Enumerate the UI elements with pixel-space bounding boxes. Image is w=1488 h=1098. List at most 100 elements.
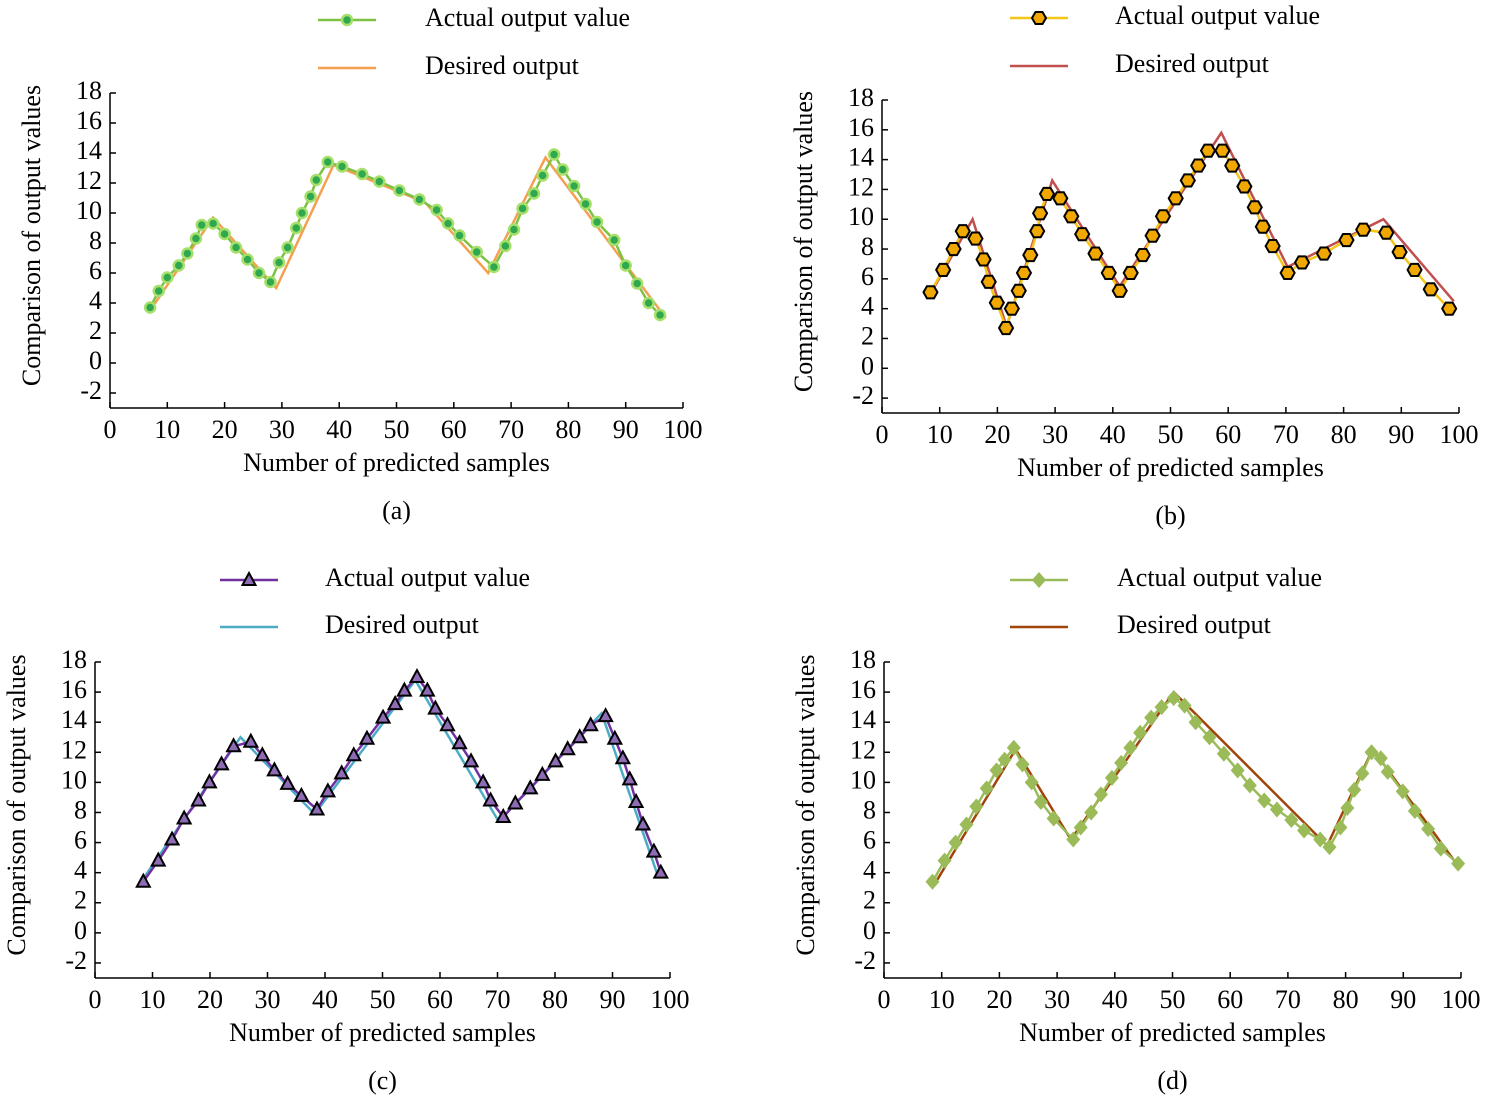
marker xyxy=(1246,200,1263,215)
marker xyxy=(997,751,1012,768)
y-tick-label: 2 xyxy=(863,886,876,915)
marker xyxy=(1257,792,1272,809)
marker xyxy=(195,218,208,232)
marker xyxy=(293,786,310,802)
x-axis-title: Number of predicted samples xyxy=(243,448,550,477)
marker xyxy=(989,762,1004,779)
marker xyxy=(1144,709,1159,726)
legend-label: Desired output xyxy=(1115,49,1270,78)
x-tick-label: 10 xyxy=(929,985,955,1014)
marker xyxy=(945,241,962,257)
marker xyxy=(1355,765,1370,782)
marker xyxy=(954,224,971,239)
marker xyxy=(1167,191,1184,206)
marker xyxy=(289,221,303,235)
marker xyxy=(430,203,443,217)
y-tick-label: 8 xyxy=(863,795,876,824)
marker xyxy=(925,873,940,890)
marker xyxy=(1236,179,1253,194)
marker xyxy=(453,229,466,242)
marker xyxy=(1133,724,1148,741)
marker xyxy=(935,262,952,277)
marker xyxy=(1391,244,1408,260)
marker xyxy=(516,202,529,215)
x-tick-label: 40 xyxy=(312,985,338,1014)
legend-label: Desired output xyxy=(325,610,480,639)
x-tick-label: 50 xyxy=(1158,420,1184,449)
marker xyxy=(1373,750,1388,767)
marker xyxy=(1230,762,1245,779)
marker xyxy=(242,732,260,748)
legend-marker xyxy=(240,570,258,586)
marker xyxy=(487,260,501,274)
marker xyxy=(474,773,492,789)
marker xyxy=(1216,745,1231,762)
x-tick-label: 100 xyxy=(651,985,690,1014)
series-line xyxy=(137,677,658,887)
marker xyxy=(264,275,277,289)
x-tick-label: 20 xyxy=(212,415,238,444)
marker xyxy=(559,740,576,756)
marker xyxy=(1315,246,1333,261)
marker xyxy=(1224,158,1241,173)
marker xyxy=(653,308,667,322)
marker xyxy=(373,175,386,188)
marker xyxy=(143,301,157,314)
marker xyxy=(229,241,243,254)
marker xyxy=(1422,282,1439,297)
marker xyxy=(556,163,569,176)
y-tick-label: 16 xyxy=(848,113,874,142)
y-tick-label: 14 xyxy=(848,143,874,172)
marker xyxy=(451,734,468,750)
y-tick-label: 12 xyxy=(76,166,102,195)
y-tick-label: 0 xyxy=(74,916,87,945)
marker xyxy=(386,695,404,711)
x-tick-label: 60 xyxy=(427,985,453,1014)
x-tick-label: 0 xyxy=(876,420,889,449)
marker xyxy=(281,241,294,254)
marker xyxy=(579,197,592,211)
marker xyxy=(948,834,963,851)
marker xyxy=(1441,301,1458,316)
marker xyxy=(310,173,323,187)
legend-marker xyxy=(1032,572,1046,588)
marker xyxy=(1038,186,1056,201)
marker xyxy=(189,232,203,245)
marker xyxy=(333,764,350,780)
marker xyxy=(652,863,669,879)
marker xyxy=(1380,763,1395,780)
marker xyxy=(536,169,549,182)
marker xyxy=(1347,781,1362,798)
marker xyxy=(627,792,645,808)
marker xyxy=(1154,209,1172,224)
y-tick-label: 4 xyxy=(89,286,102,315)
marker xyxy=(597,707,614,723)
legend-label: Actual output value xyxy=(1115,1,1320,30)
x-tick-label: 0 xyxy=(104,415,117,444)
y-tick-label: 16 xyxy=(76,106,102,135)
x-tick-label: 20 xyxy=(197,985,223,1014)
y-tick-label: -2 xyxy=(854,946,876,975)
marker xyxy=(345,746,362,762)
marker xyxy=(1297,822,1312,839)
y-tick-label: 4 xyxy=(863,856,876,885)
y-tick-label: 2 xyxy=(861,321,874,350)
legend-label: Actual output value xyxy=(1117,563,1322,592)
marker xyxy=(621,770,638,786)
marker xyxy=(1063,209,1080,224)
marker xyxy=(1333,819,1348,836)
marker xyxy=(1279,265,1296,280)
marker xyxy=(1122,265,1139,280)
x-tick-label: 70 xyxy=(1275,985,1301,1014)
marker xyxy=(499,239,512,253)
y-tick-label: 12 xyxy=(61,735,87,764)
marker xyxy=(1084,804,1099,821)
marker xyxy=(507,223,521,236)
x-tick-label: 20 xyxy=(986,985,1012,1014)
marker xyxy=(1269,801,1284,818)
x-tick-label: 50 xyxy=(1160,985,1186,1014)
marker xyxy=(1123,739,1138,756)
marker xyxy=(206,217,220,230)
y-tick-label: 8 xyxy=(89,226,102,255)
